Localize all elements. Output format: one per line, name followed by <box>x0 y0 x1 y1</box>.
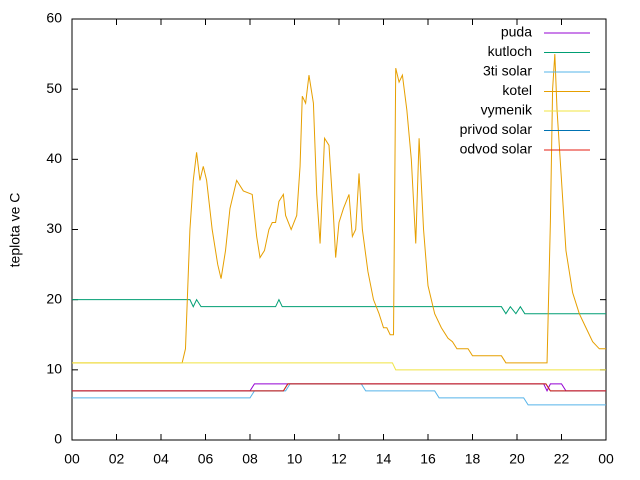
x-tick-label: 14 <box>376 451 392 467</box>
legend-label: vymenik <box>481 102 533 118</box>
y-tick-label: 50 <box>46 80 62 96</box>
y-tick-label: 30 <box>46 220 62 236</box>
legend-label: puda <box>501 24 532 40</box>
legend-label: privod solar <box>460 121 533 137</box>
plot-frame <box>71 18 607 441</box>
y-tick-label: 10 <box>46 361 62 377</box>
x-tick-label: 00 <box>64 451 80 467</box>
x-tick-label: 04 <box>153 451 169 467</box>
series-line <box>72 298 606 315</box>
x-tick-label: 02 <box>109 451 125 467</box>
legend-label: odvod solar <box>460 141 533 157</box>
x-tick-label: 16 <box>420 451 436 467</box>
x-tick-label: 06 <box>198 451 214 467</box>
x-tick-label: 00 <box>598 451 614 467</box>
y-tick-label: 0 <box>54 431 62 447</box>
series-line <box>72 383 606 393</box>
y-tick-label: 40 <box>46 150 62 166</box>
series-line <box>72 362 606 371</box>
x-tick-label: 12 <box>331 451 347 467</box>
y-axis-label: teplota ve C <box>7 193 23 268</box>
legend-label: kotel <box>502 82 532 98</box>
legend-label: 3ti solar <box>483 63 532 79</box>
x-tick-label: 10 <box>287 451 303 467</box>
y-tick-label: 20 <box>46 290 62 306</box>
series-line <box>72 383 606 406</box>
x-tick-label: 22 <box>554 451 570 467</box>
x-tick-label: 20 <box>509 451 525 467</box>
x-tick-label: 18 <box>465 451 481 467</box>
series-line <box>72 383 606 392</box>
series-line <box>72 54 606 364</box>
legend-label: kutloch <box>488 43 532 59</box>
y-tick-label: 60 <box>46 10 62 26</box>
x-tick-label: 08 <box>242 451 258 467</box>
